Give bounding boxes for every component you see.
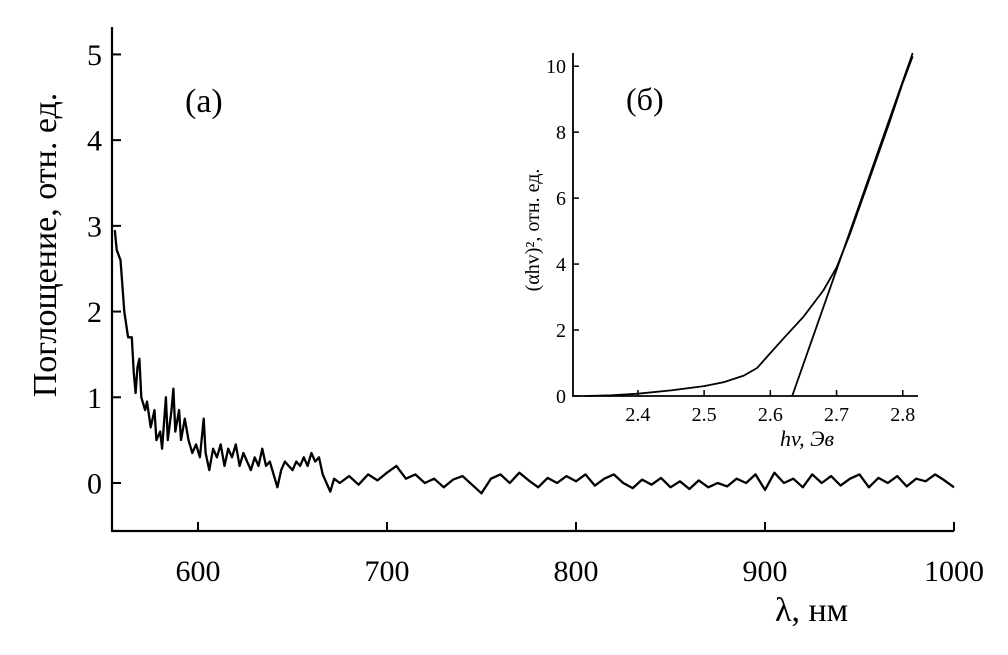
x-tick-label: 2.6 (758, 404, 783, 426)
y-tick-label: 3 (87, 210, 102, 243)
x-tick-label: 1000 (924, 555, 984, 588)
x-tick-label: 2.7 (824, 404, 849, 426)
x-tick-label: 900 (742, 555, 787, 588)
main-absorption-line (113, 229, 955, 495)
x-tick-label: 700 (364, 555, 409, 588)
y-tick-label: 5 (87, 39, 102, 72)
y-tick-label: 1 (87, 382, 102, 415)
y-tick-label: 0 (556, 386, 566, 408)
x-tick-label: 600 (175, 555, 220, 588)
y-tick-label: 0 (87, 468, 102, 501)
inset-x-label: hv, Эв (780, 426, 835, 451)
x-tick-label: 800 (553, 555, 598, 588)
panel-label-a: (a) (185, 83, 223, 120)
y-tick-label: 2 (556, 320, 566, 342)
main-chart: 600 700 800 900 1000 0 1 2 3 4 5 (a) λ, нм Поглоще… (27, 27, 984, 629)
x-tick-label: 2.4 (625, 404, 650, 426)
x-tick-label: 2.5 (692, 404, 717, 426)
inset-tangent-line (791, 52, 914, 397)
y-tick-label: 10 (546, 56, 566, 78)
y-tick-label: 4 (556, 254, 566, 276)
y-tick-label: 4 (87, 125, 102, 158)
y-tick-label: 6 (556, 188, 566, 210)
main-y-label: Поглощение, отн. ед. (27, 93, 64, 398)
inset-tauc-curve (584, 55, 914, 397)
panel-label-b: (б) (626, 81, 664, 117)
inset-y-label: (αhv)², отн. ед. (522, 169, 544, 292)
x-tick-label: 2.8 (890, 404, 915, 426)
main-x-label: λ, нм (775, 592, 848, 629)
inset-chart: 2.4 2.5 2.6 2.7 2.8 0 2 4 6 8 10 (б) hv, Эв (αhv)²… (522, 52, 918, 451)
y-tick-label: 2 (87, 296, 102, 329)
y-tick-label: 8 (556, 122, 566, 144)
